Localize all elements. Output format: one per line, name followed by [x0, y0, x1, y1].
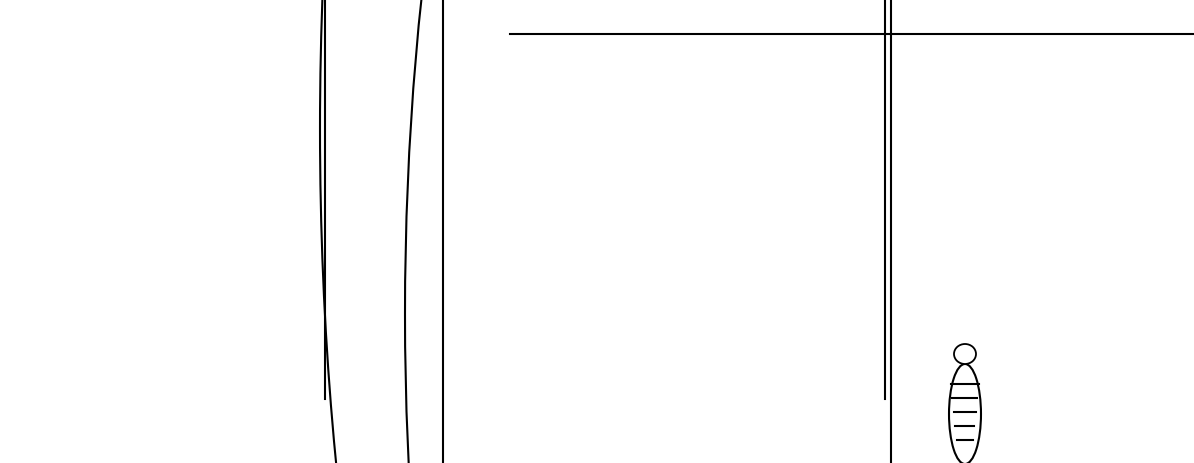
Ellipse shape [552, 235, 561, 245]
Ellipse shape [593, 236, 613, 294]
Ellipse shape [602, 256, 614, 273]
Ellipse shape [506, 256, 518, 273]
Bar [490, 339, 527, 345]
Ellipse shape [496, 364, 521, 414]
Bar [638, 10, 665, 16]
Ellipse shape [0, 0, 1194, 439]
Ellipse shape [505, 80, 521, 100]
Bar [542, 200, 570, 206]
Bar [589, 10, 617, 16]
Ellipse shape [509, 382, 521, 396]
Ellipse shape [320, 0, 1194, 463]
Text: egg: egg [36, 305, 61, 318]
Ellipse shape [0, 0, 486, 123]
Ellipse shape [744, 256, 756, 273]
Ellipse shape [736, 236, 753, 294]
Text: 15: 15 [593, 15, 613, 29]
Text: 1: 1 [263, 15, 273, 29]
Ellipse shape [503, 235, 513, 245]
Ellipse shape [641, 55, 661, 125]
Ellipse shape [263, 400, 273, 414]
Ellipse shape [601, 80, 615, 100]
Text: worker: worker [910, 272, 962, 287]
Text: 21: 21 [736, 15, 755, 29]
Ellipse shape [689, 236, 707, 294]
Ellipse shape [593, 55, 613, 125]
Bar [537, 339, 576, 345]
Ellipse shape [635, 453, 1194, 463]
Ellipse shape [603, 382, 615, 396]
Ellipse shape [547, 236, 565, 294]
Ellipse shape [646, 54, 657, 67]
Ellipse shape [648, 80, 664, 100]
Ellipse shape [805, 0, 1194, 399]
Ellipse shape [263, 118, 273, 131]
Ellipse shape [263, 286, 273, 299]
Text: fertilized: fertilized [18, 283, 76, 296]
Ellipse shape [550, 54, 561, 67]
Ellipse shape [556, 382, 568, 396]
Ellipse shape [693, 54, 703, 67]
Ellipse shape [0, 0, 427, 463]
Text: queen: queen [910, 432, 958, 446]
Text: feeding: feeding [164, 248, 214, 261]
Ellipse shape [313, 280, 324, 293]
Text: feeding: feeding [148, 371, 205, 384]
Bar [589, 200, 617, 206]
Ellipse shape [827, 0, 1194, 463]
Ellipse shape [591, 364, 615, 414]
Ellipse shape [503, 54, 513, 67]
Text: 13: 13 [547, 15, 566, 29]
Text: unfertilized: unfertilized [18, 123, 94, 136]
Ellipse shape [740, 235, 750, 245]
Ellipse shape [0, 0, 345, 463]
Text: 11: 11 [498, 15, 518, 29]
Bar [542, 10, 570, 16]
Ellipse shape [918, 391, 953, 418]
Ellipse shape [596, 364, 610, 373]
Ellipse shape [566, 319, 1194, 463]
Ellipse shape [949, 364, 981, 463]
Ellipse shape [739, 54, 751, 67]
Ellipse shape [498, 55, 518, 125]
Text: heavy: heavy [162, 351, 203, 364]
Text: 3: 3 [313, 15, 322, 29]
Ellipse shape [646, 235, 656, 245]
Text: egg: egg [36, 145, 61, 158]
Ellipse shape [543, 364, 568, 414]
Bar [684, 10, 712, 16]
Ellipse shape [598, 235, 608, 245]
Text: light: light [165, 228, 195, 241]
Ellipse shape [736, 55, 755, 125]
Ellipse shape [650, 256, 661, 273]
Bar [638, 200, 665, 206]
Ellipse shape [978, 391, 1013, 418]
Ellipse shape [696, 80, 710, 100]
Bar [494, 10, 522, 16]
Ellipse shape [642, 236, 660, 294]
Bar [494, 200, 522, 206]
Ellipse shape [313, 108, 324, 122]
Ellipse shape [501, 364, 515, 373]
Ellipse shape [549, 364, 562, 373]
Text: 5: 5 [363, 15, 373, 29]
Bar [442, 339, 480, 345]
Ellipse shape [313, 397, 324, 411]
Ellipse shape [743, 80, 757, 100]
Text: + royal jelly: + royal jelly [140, 391, 230, 404]
Text: 7: 7 [411, 15, 420, 29]
Text: 17: 17 [641, 15, 660, 29]
Text: drone: drone [910, 60, 954, 75]
Text: 9: 9 [456, 15, 466, 29]
Ellipse shape [954, 344, 975, 364]
Ellipse shape [499, 236, 517, 294]
Bar [684, 200, 712, 206]
Ellipse shape [696, 256, 709, 273]
Ellipse shape [693, 235, 703, 245]
Ellipse shape [554, 256, 567, 273]
Ellipse shape [554, 80, 568, 100]
Text: 19: 19 [688, 15, 708, 29]
Ellipse shape [405, 0, 1194, 463]
Ellipse shape [546, 55, 566, 125]
